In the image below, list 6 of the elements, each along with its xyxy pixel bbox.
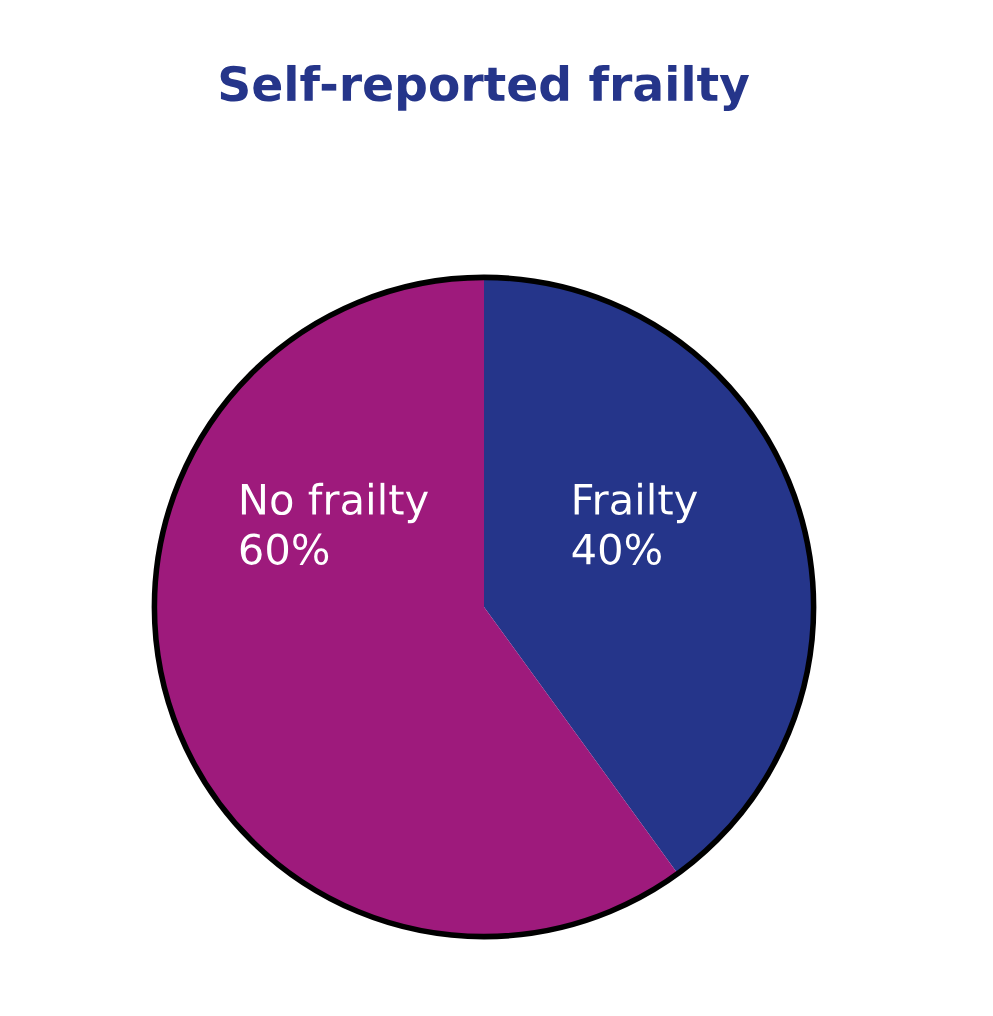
- slice-label: No frailty: [241, 482, 428, 524]
- data-label: 40%: [572, 533, 661, 565]
- pie-slice: [484, 277, 814, 874]
- data-label: 60%: [240, 533, 329, 565]
- chart-title: Self-reported frailty: [220, 64, 750, 112]
- slice-label: Frailty: [574, 482, 698, 524]
